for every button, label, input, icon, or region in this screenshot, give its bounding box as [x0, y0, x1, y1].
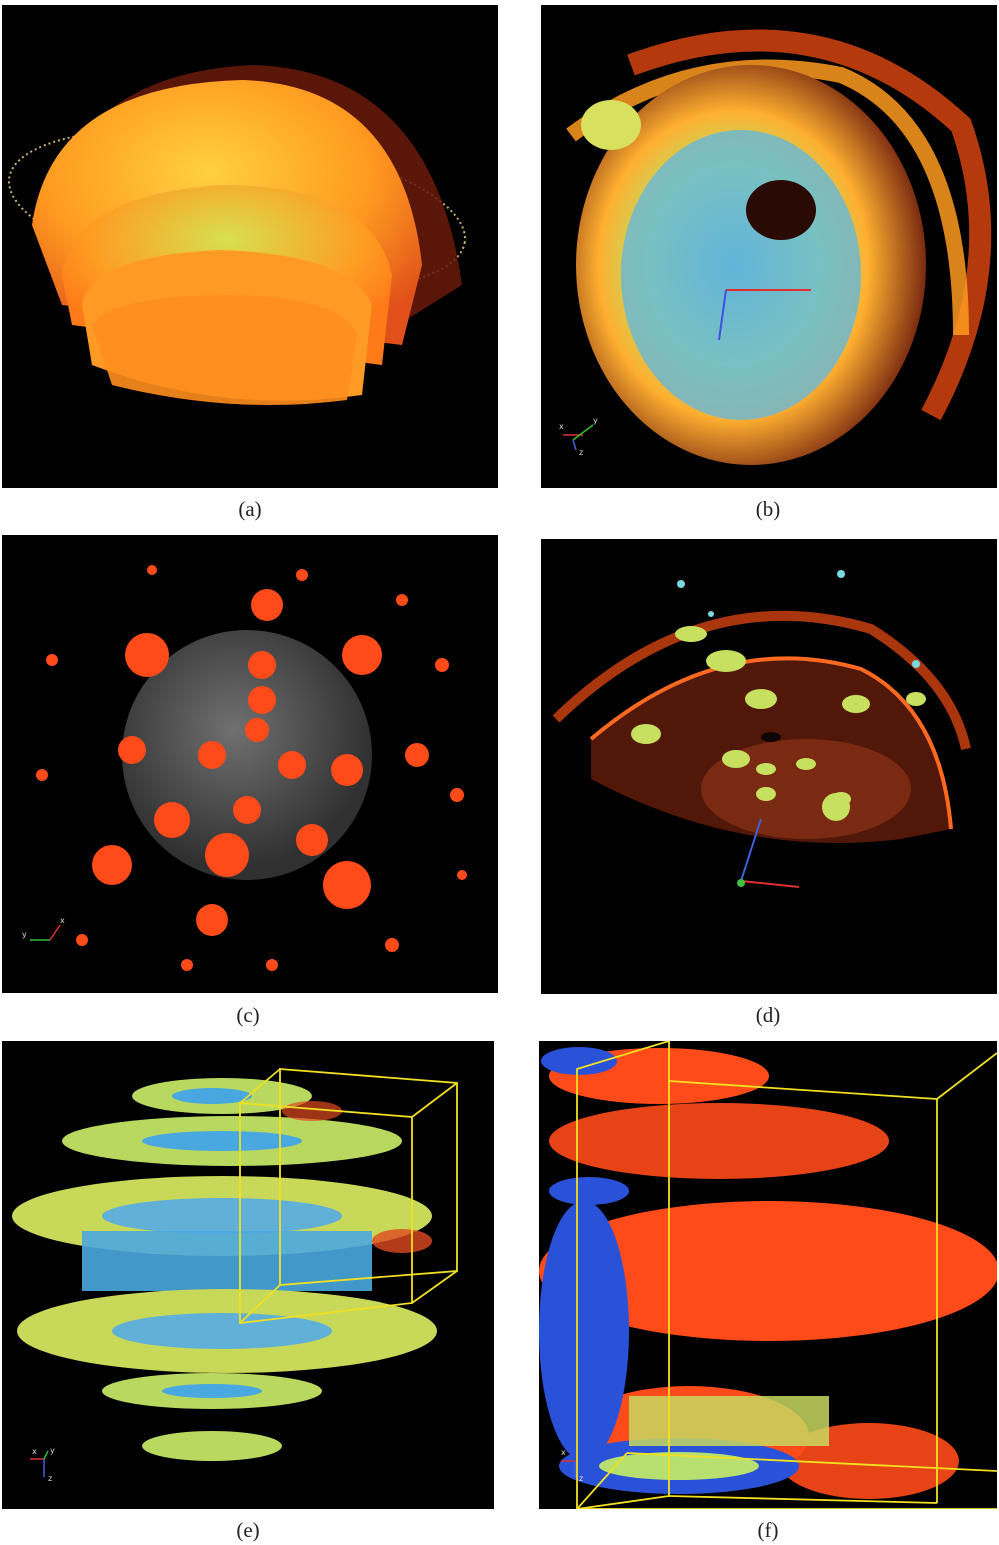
svg-text:y: y — [50, 1446, 55, 1455]
outer-dome-arc — [552, 610, 971, 751]
axis-triad-d — [737, 818, 800, 888]
green-spots — [631, 626, 926, 821]
panel-f-render: x z — [539, 1041, 997, 1509]
svg-text:z: z — [579, 1474, 583, 1483]
svg-text:x: x — [32, 1447, 37, 1456]
panel-d-image — [541, 539, 997, 994]
svg-text:y: y — [22, 930, 27, 939]
dome-layer-4 — [92, 295, 357, 405]
inner-cap — [701, 739, 911, 839]
inner-core — [621, 130, 861, 420]
outer-arc-1 — [627, 29, 992, 421]
svg-text:z: z — [48, 1474, 52, 1483]
bounding-box-f — [576, 1041, 997, 1509]
caption-a: (a) — [238, 497, 262, 521]
core-void — [746, 180, 816, 240]
left-bright-spot — [581, 100, 641, 150]
caption-f: (f) — [757, 1518, 779, 1542]
middle-dome-rim — [589, 656, 953, 830]
cap-hole — [761, 732, 781, 742]
caption-e: (e) — [236, 1518, 260, 1542]
panel-c-image: y x — [2, 535, 498, 993]
panel-e-image: x y z — [2, 1041, 494, 1509]
axis-triad-f: x z — [561, 1448, 583, 1483]
panel-b-render: x y z — [559, 29, 992, 465]
svg-text:x: x — [561, 1448, 566, 1457]
cyan-markers — [677, 570, 920, 668]
caption-b: (b) — [755, 497, 781, 521]
panel-a-render — [7, 65, 467, 405]
red-lobes — [36, 565, 467, 971]
panel-e-render: x y z — [12, 1068, 458, 1483]
axis-triad-c: y x — [22, 916, 65, 941]
caption-c: (c) — [236, 1003, 260, 1027]
blue-regions — [539, 1047, 829, 1494]
svg-text:y: y — [593, 416, 598, 425]
axis-triad-b: x y z — [559, 416, 598, 457]
panel-f-image: x z — [539, 1041, 997, 1509]
panel-b-image: x y z — [541, 5, 997, 488]
panel-c-render: y x — [22, 565, 467, 971]
panel-d-render — [552, 570, 971, 888]
stacked-disks — [12, 1078, 437, 1461]
svg-text:x: x — [559, 422, 564, 431]
caption-d: (d) — [755, 1003, 781, 1027]
svg-text:z: z — [579, 448, 583, 457]
svg-text:x: x — [60, 916, 65, 925]
panel-a-image — [2, 5, 498, 488]
axis-triad-e: x y z — [30, 1446, 55, 1483]
bounding-box — [239, 1068, 458, 1325]
axis-line-blue — [718, 289, 727, 341]
outer-arc-2 — [566, 59, 969, 336]
